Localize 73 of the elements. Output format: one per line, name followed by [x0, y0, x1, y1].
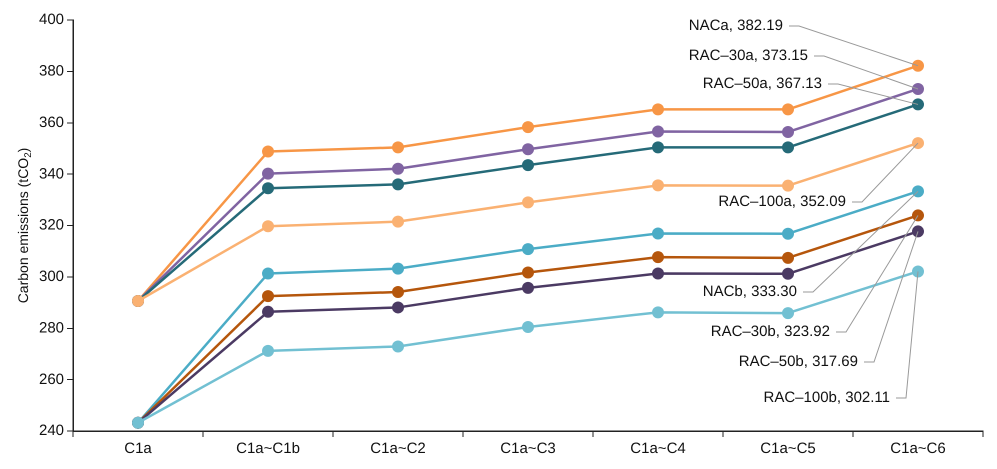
point [392, 216, 404, 228]
y-tick-label: 260 [38, 370, 64, 388]
x-tick-label: C1a~C5 [760, 440, 816, 458]
point [262, 220, 274, 232]
y-tick-label: 360 [38, 114, 64, 131]
point [652, 141, 664, 154]
point [262, 268, 274, 280]
annotation: RAC–100b, 302.11 [764, 389, 890, 406]
point [782, 126, 794, 138]
y-tick-label: 340 [38, 165, 64, 182]
point [652, 125, 664, 138]
point [652, 251, 664, 264]
y-tick-label: 380 [38, 62, 64, 80]
point [392, 141, 404, 154]
point [912, 98, 924, 110]
point [522, 243, 534, 256]
point [782, 141, 794, 154]
point [782, 252, 794, 264]
point [262, 344, 274, 357]
point [522, 282, 534, 294]
point [782, 103, 794, 116]
point [392, 178, 404, 190]
annotation: RAC–30a, 373.15 [688, 47, 808, 64]
point [522, 143, 534, 156]
point [912, 137, 924, 150]
annotation: NACb, 333.30 [702, 283, 797, 300]
point [392, 286, 404, 298]
x-tick-label: C1a~C4 [630, 440, 686, 458]
point [912, 82, 924, 95]
point [652, 103, 664, 116]
point [522, 159, 534, 172]
x-tick-label: C1a [124, 440, 152, 458]
point [392, 262, 404, 275]
point [262, 168, 274, 180]
y-axis-title: Carbon emissions (tCO2) [14, 148, 34, 304]
x-tick-label: C1a~C2 [370, 440, 426, 458]
annotation: RAC–50b, 317.69 [738, 353, 858, 370]
x-tick-label: C1a~C6 [890, 440, 946, 458]
annotation: RAC–50a, 367.13 [702, 75, 822, 92]
point [782, 307, 794, 320]
point [262, 146, 274, 158]
y-tick-label: 240 [38, 422, 64, 440]
y-tick-label: 320 [38, 216, 64, 234]
point [262, 306, 274, 318]
point [652, 268, 664, 280]
point [522, 266, 534, 279]
point [522, 320, 534, 333]
y-tick-label: 300 [38, 268, 64, 286]
point [392, 162, 404, 175]
x-tick-label: C1a~C3 [500, 440, 556, 458]
point [652, 179, 664, 192]
point [912, 185, 924, 198]
point [912, 209, 924, 222]
point [782, 180, 794, 192]
point [782, 228, 794, 240]
x-tick-label: C1a~C1b [236, 440, 300, 458]
point [912, 60, 924, 72]
point [652, 306, 664, 318]
point [912, 265, 924, 278]
annotation: RAC–30b, 323.92 [710, 323, 830, 340]
point [522, 196, 534, 208]
point [262, 290, 274, 302]
point [522, 121, 534, 134]
point [392, 301, 404, 314]
point [912, 225, 924, 238]
y-tick-label: 400 [38, 11, 64, 28]
point [652, 227, 664, 240]
point [392, 340, 404, 352]
annotation: NACa, 382.19 [688, 17, 783, 34]
y-tick-label: 280 [38, 319, 64, 336]
point [262, 182, 274, 194]
annotation: RAC–100a, 352.09 [718, 193, 846, 210]
point [782, 268, 794, 280]
